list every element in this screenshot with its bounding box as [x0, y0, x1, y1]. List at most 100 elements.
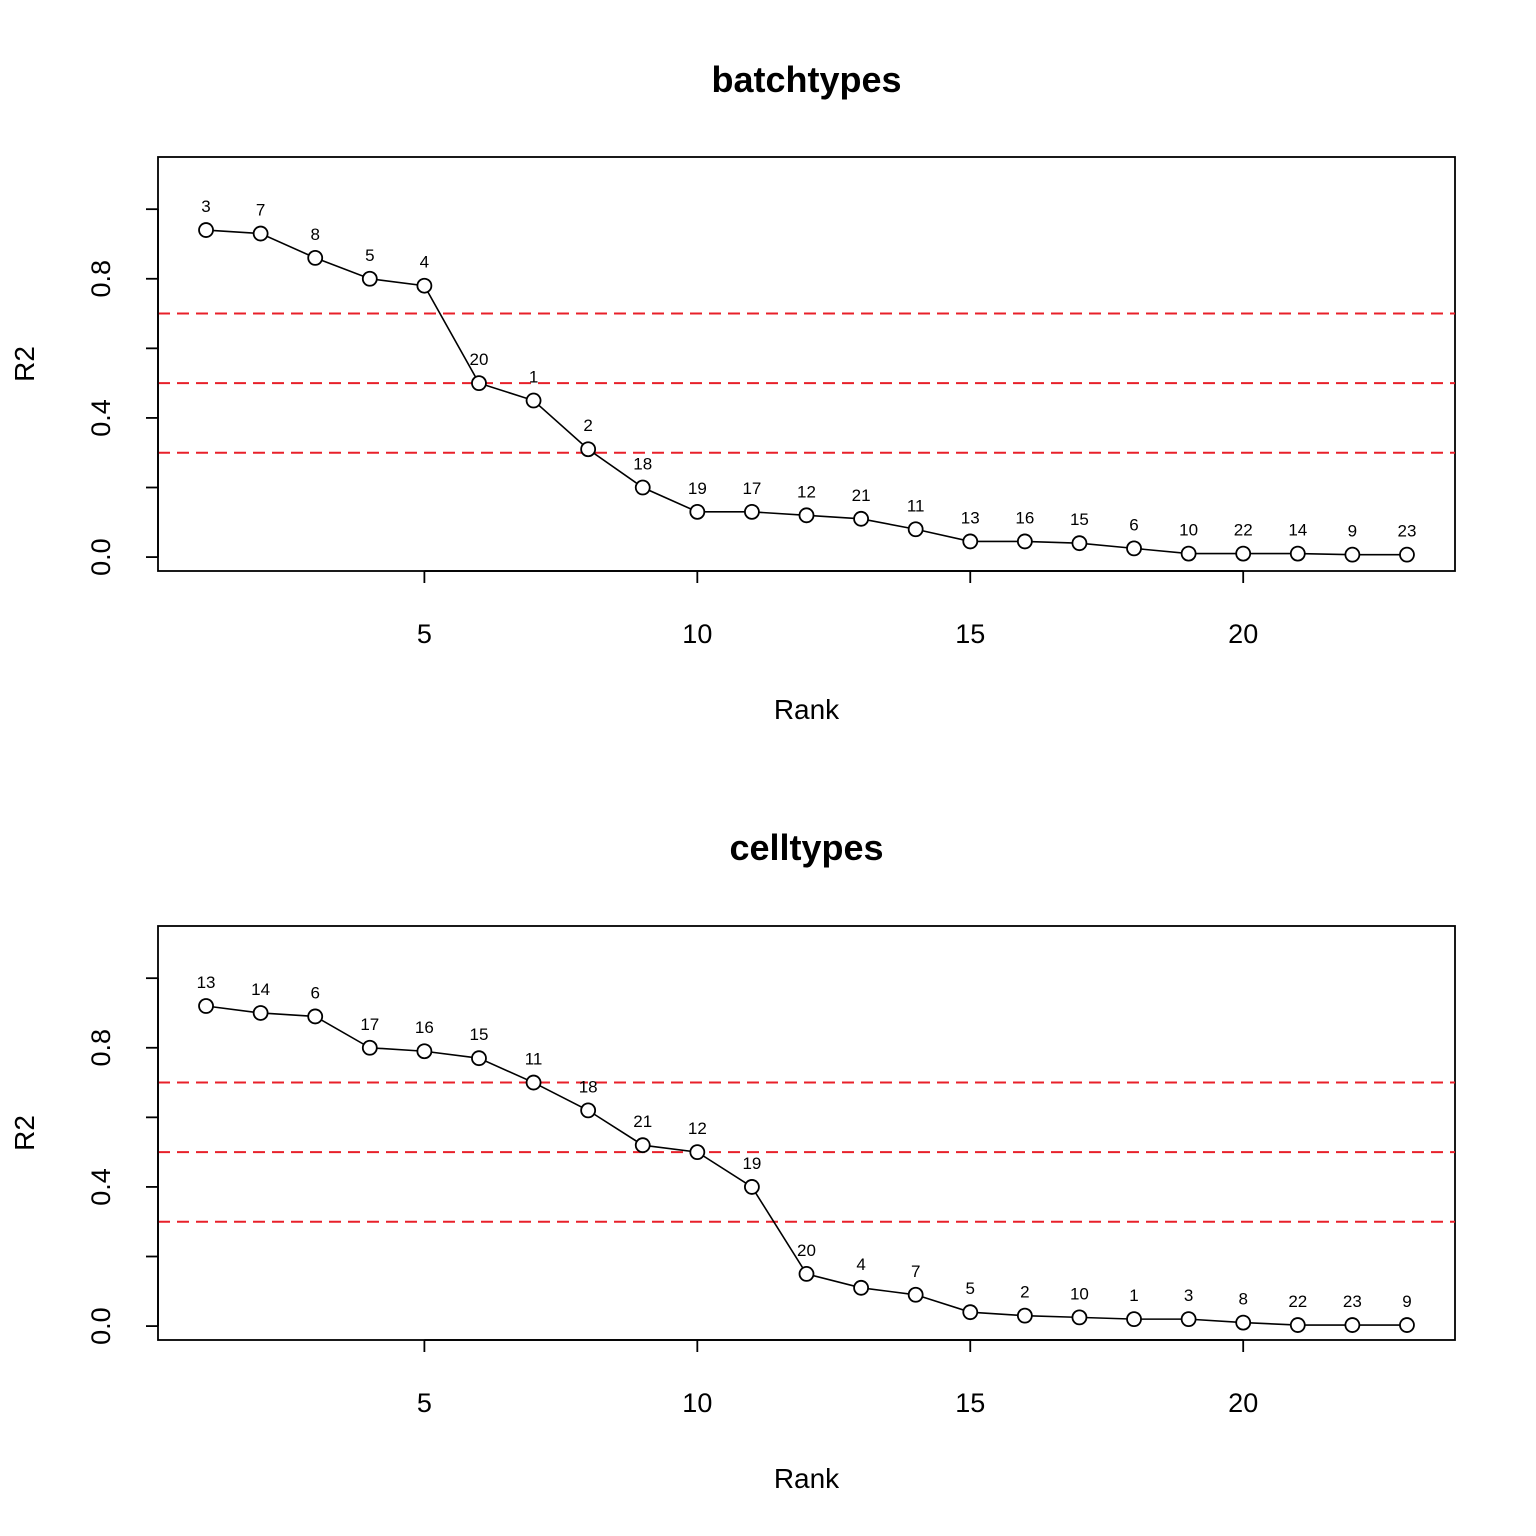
data-point: [1016, 1307, 1033, 1324]
data-point-label: 5: [966, 1279, 975, 1298]
data-point: [525, 1074, 542, 1091]
data-point-label: 16: [415, 1018, 434, 1037]
y-tick-label: 0.0: [86, 538, 116, 576]
data-point: [580, 1102, 597, 1119]
data-point-label: 8: [1238, 1290, 1247, 1309]
data-point-label: 13: [961, 508, 980, 527]
data-point: [962, 533, 979, 550]
data-point: [907, 1286, 924, 1303]
x-axis-label: Rank: [774, 694, 840, 725]
data-point: [634, 479, 651, 496]
data-point-label: 8: [310, 225, 319, 244]
data-point-label: 3: [201, 197, 210, 216]
data-point: [471, 1050, 487, 1067]
y-tick-label: 0.4: [86, 399, 116, 437]
data-point-label: 20: [470, 350, 489, 369]
data-point-label: 12: [797, 482, 816, 501]
y-tick-label: 0.8: [86, 260, 116, 298]
data-point: [798, 1265, 815, 1282]
x-tick-label: 20: [1228, 619, 1258, 649]
y-tick-label: 0.8: [86, 1029, 116, 1067]
chart-panel-batchtypes: batchtypes 5 10 15 20 Rank 0.0 0.4 0.8 R2 3 7 8 5 4 20 1…: [9, 59, 1456, 725]
data-point: [361, 270, 378, 287]
data-point: [744, 1179, 760, 1195]
data-point-label: 22: [1234, 521, 1253, 540]
data-point: [1399, 546, 1415, 563]
data-point-label: 1: [1129, 1286, 1138, 1305]
data-point: [744, 503, 760, 520]
data-point-label: 11: [907, 496, 925, 515]
y-axis-label: R2: [9, 346, 40, 382]
data-point-label: 11: [525, 1050, 543, 1069]
data-point-label: 1: [529, 368, 538, 387]
data-point-label: 17: [742, 479, 761, 498]
chart-title: celltypes: [729, 827, 883, 868]
data-point: [252, 1005, 269, 1021]
y-axis-label: R2: [9, 1115, 40, 1151]
x-tick-label: 10: [682, 619, 712, 649]
series-line: [205, 229, 1407, 556]
data-point-label: 2: [1020, 1283, 1029, 1302]
data-point: [1071, 535, 1088, 552]
data-point: [1344, 546, 1361, 563]
data-point-label: 9: [1402, 1292, 1411, 1311]
data-point: [525, 392, 542, 409]
data-point: [962, 1304, 979, 1321]
data-point-label: 23: [1343, 1292, 1362, 1311]
data-point-label: 21: [633, 1112, 652, 1131]
data-point-label: 14: [1288, 521, 1307, 540]
data-point: [689, 503, 706, 520]
data-point: [1289, 545, 1306, 562]
data-point: [252, 225, 269, 242]
x-tick-label: 20: [1228, 1388, 1258, 1418]
data-point: [471, 375, 487, 392]
data-point-label: 4: [856, 1255, 865, 1274]
data-point-label: 21: [852, 486, 871, 505]
data-point-label: 4: [420, 253, 429, 272]
data-point: [307, 249, 324, 266]
data-point: [1235, 1314, 1252, 1331]
x-axis-label: Rank: [774, 1463, 840, 1494]
data-point-label: 7: [911, 1262, 920, 1281]
data-point: [361, 1039, 378, 1056]
data-point-label: 19: [742, 1154, 761, 1173]
data-point: [689, 1144, 706, 1161]
data-point: [907, 521, 924, 538]
data-point: [580, 441, 597, 458]
x-tick-label: 15: [955, 619, 985, 649]
data-point-label: 6: [1129, 515, 1138, 534]
data-point-label: 13: [197, 973, 216, 992]
data-point: [1180, 1311, 1197, 1328]
y-tick-label: 0.4: [86, 1168, 116, 1206]
data-point: [1071, 1309, 1088, 1326]
data-point-label: 5: [365, 246, 374, 265]
data-point: [416, 1043, 433, 1060]
data-point: [1399, 1317, 1415, 1333]
data-point-label: 16: [1015, 508, 1034, 527]
x-tick-label: 10: [682, 1388, 712, 1418]
data-point: [634, 1137, 651, 1154]
data-point: [198, 222, 214, 238]
data-point-label: 2: [583, 416, 592, 435]
data-point-label: 9: [1348, 522, 1357, 541]
data-point-label: 3: [1184, 1286, 1193, 1305]
data-point-label: 23: [1398, 522, 1417, 541]
x-tick-label: 15: [955, 1388, 985, 1418]
data-point: [1126, 540, 1142, 557]
data-point-label: 17: [360, 1015, 379, 1034]
data-point-label: 10: [1070, 1284, 1089, 1303]
data-point: [307, 1008, 324, 1025]
data-point-label: 18: [633, 455, 652, 474]
data-point: [1235, 545, 1252, 562]
data-point-label: 15: [470, 1025, 489, 1044]
data-point: [416, 277, 433, 294]
data-point-label: 6: [310, 983, 319, 1002]
data-point-label: 14: [251, 980, 270, 999]
data-point-label: 15: [1070, 510, 1089, 529]
data-point-label: 19: [688, 479, 707, 498]
data-point: [853, 1279, 869, 1296]
data-point: [798, 507, 815, 524]
data-point: [1126, 1311, 1142, 1328]
